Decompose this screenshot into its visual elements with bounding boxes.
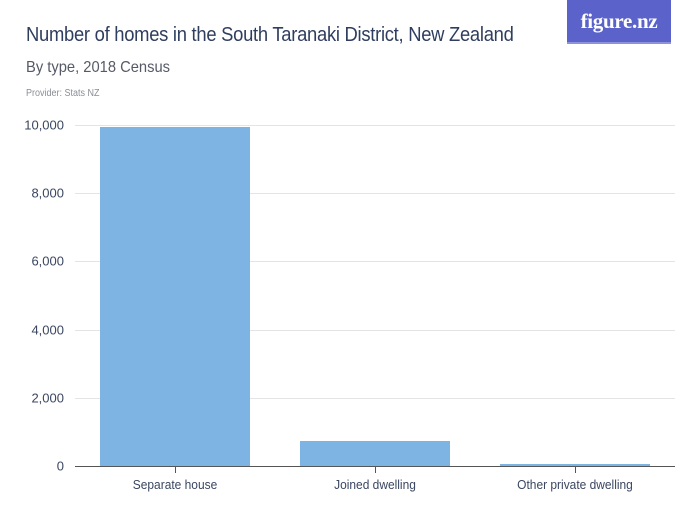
gridline — [75, 398, 675, 399]
figure-nz-logo[interactable]: figure.nz — [567, 0, 671, 44]
gridline — [75, 330, 675, 331]
chart-title: Number of homes in the South Taranaki Di… — [26, 24, 514, 46]
bar-joined-dwelling[interactable] — [300, 441, 450, 466]
x-axis-line — [75, 466, 675, 467]
x-tick-label: Other private dwelling — [517, 477, 633, 492]
x-tick-label: Joined dwelling — [334, 477, 416, 492]
provider-credit: Provider: Stats NZ — [26, 88, 100, 99]
x-tick — [375, 467, 376, 473]
y-tick-label: 4,000 — [31, 322, 64, 338]
chart-subtitle: By type, 2018 Census — [26, 59, 171, 76]
y-tick-label: 2,000 — [31, 390, 64, 406]
x-tick — [575, 467, 576, 473]
y-tick-label: 10,000 — [24, 117, 64, 133]
bar-separate-house[interactable] — [100, 127, 250, 466]
gridline — [75, 125, 675, 126]
y-tick-label: 6,000 — [31, 253, 64, 269]
x-tick-label: Separate house — [132, 477, 218, 492]
bar-other-private-dwelling[interactable] — [500, 463, 650, 466]
logo-text: figure.nz — [580, 8, 658, 33]
y-tick-label: 0 — [56, 458, 64, 474]
gridline — [75, 193, 675, 194]
gridline — [75, 261, 675, 262]
x-tick — [175, 467, 176, 473]
y-tick-label: 8,000 — [31, 185, 64, 201]
